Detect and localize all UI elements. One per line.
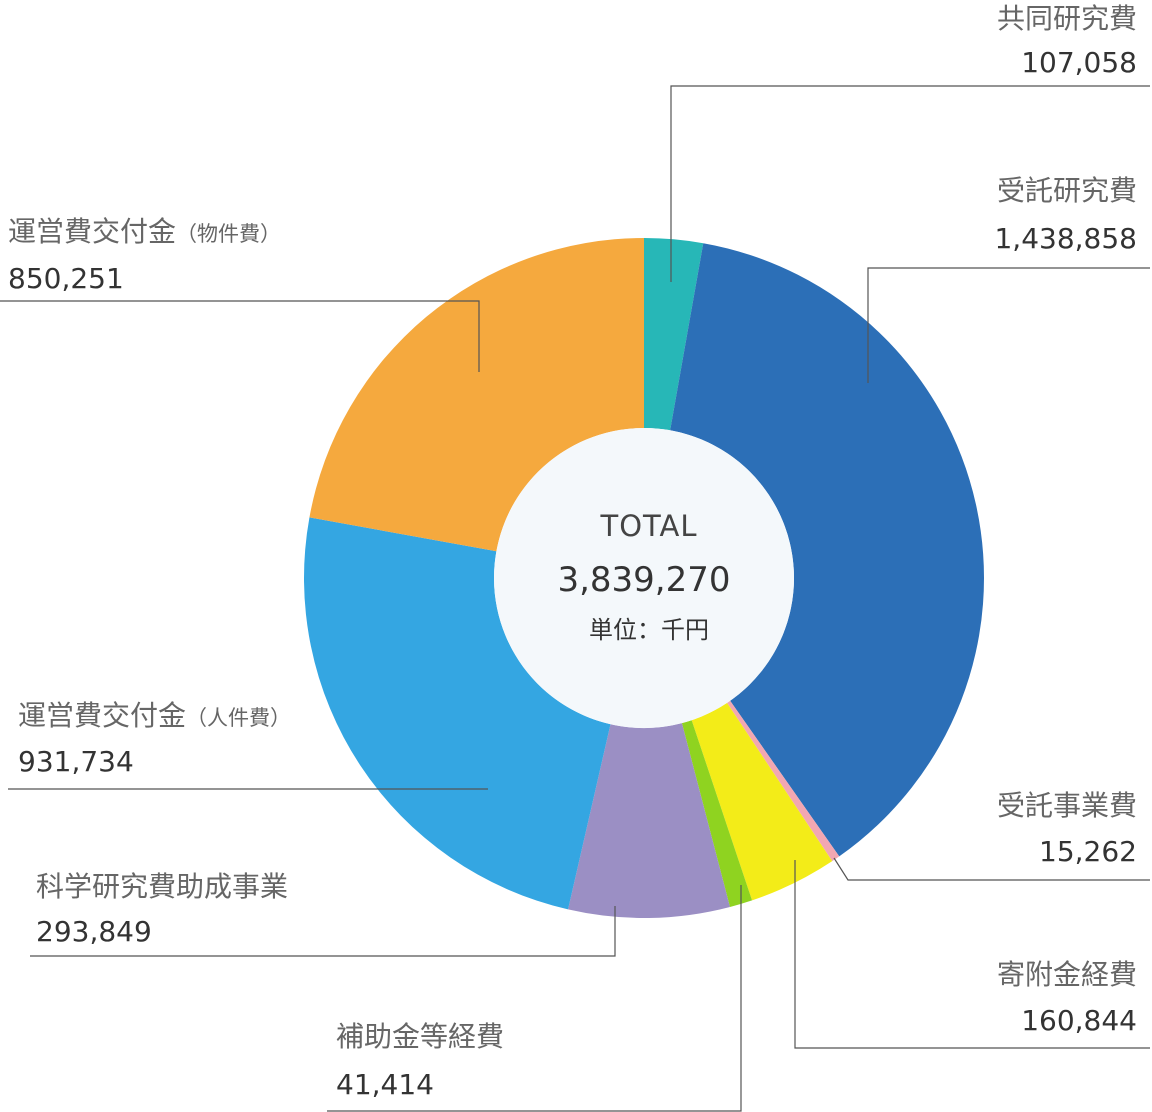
slice-label-4: 寄附金経費 — [997, 958, 1137, 991]
slice-label-8: 運営費交付金（物件費） — [8, 215, 281, 248]
leader-line-4 — [794, 860, 1150, 1049]
slice-label-5: 補助金等経費 — [336, 1020, 504, 1053]
donut-slice-7 — [303, 517, 611, 910]
leader-line-6 — [30, 906, 616, 957]
slice-value-5: 41,414 — [336, 1068, 434, 1101]
donut-slices — [303, 238, 984, 918]
leader-line-1 — [670, 85, 1150, 282]
slice-value-1: 107,058 — [1021, 46, 1137, 79]
donut-slice-2 — [670, 243, 984, 857]
slice-label-3: 受託事業費 — [997, 789, 1137, 822]
slice-value-2: 1,438,858 — [994, 222, 1137, 255]
center-total: 3,839,270 — [557, 560, 730, 600]
leader-line-5 — [327, 885, 742, 1112]
leader-line-3 — [833, 857, 1150, 881]
slice-value-8: 850,251 — [8, 262, 124, 295]
slice-label-6: 科学研究費助成事業 — [36, 870, 288, 903]
slice-value-6: 293,849 — [36, 915, 152, 948]
leader-line-8 — [0, 300, 480, 372]
slice-label-7: 運営費交付金（人件費） — [18, 699, 291, 732]
donut-slice-8 — [309, 238, 644, 552]
slice-value-7: 931,734 — [18, 745, 134, 778]
slice-value-4: 160,844 — [1021, 1004, 1137, 1037]
slice-label-1: 共同研究費 — [997, 2, 1137, 35]
leader-lines — [0, 85, 1150, 1112]
donut-slice-5 — [681, 720, 753, 907]
slice-labels: 共同研究費 107,058 受託研究費 1,438,858 受託事業費 15,262 寄附金… — [8, 2, 1137, 1101]
leader-line-2 — [867, 267, 1150, 383]
center-hole — [494, 428, 794, 728]
center-title: TOTAL — [600, 509, 698, 543]
donut-slice-1 — [644, 238, 704, 431]
slice-label-2: 受託研究費 — [997, 174, 1137, 207]
donut-slice-4 — [691, 702, 833, 901]
slice-value-3: 15,262 — [1039, 835, 1137, 868]
center-unit: 単位：千円 — [589, 616, 709, 644]
donut-slice-6 — [568, 723, 730, 918]
donut-slice-3 — [727, 700, 840, 862]
